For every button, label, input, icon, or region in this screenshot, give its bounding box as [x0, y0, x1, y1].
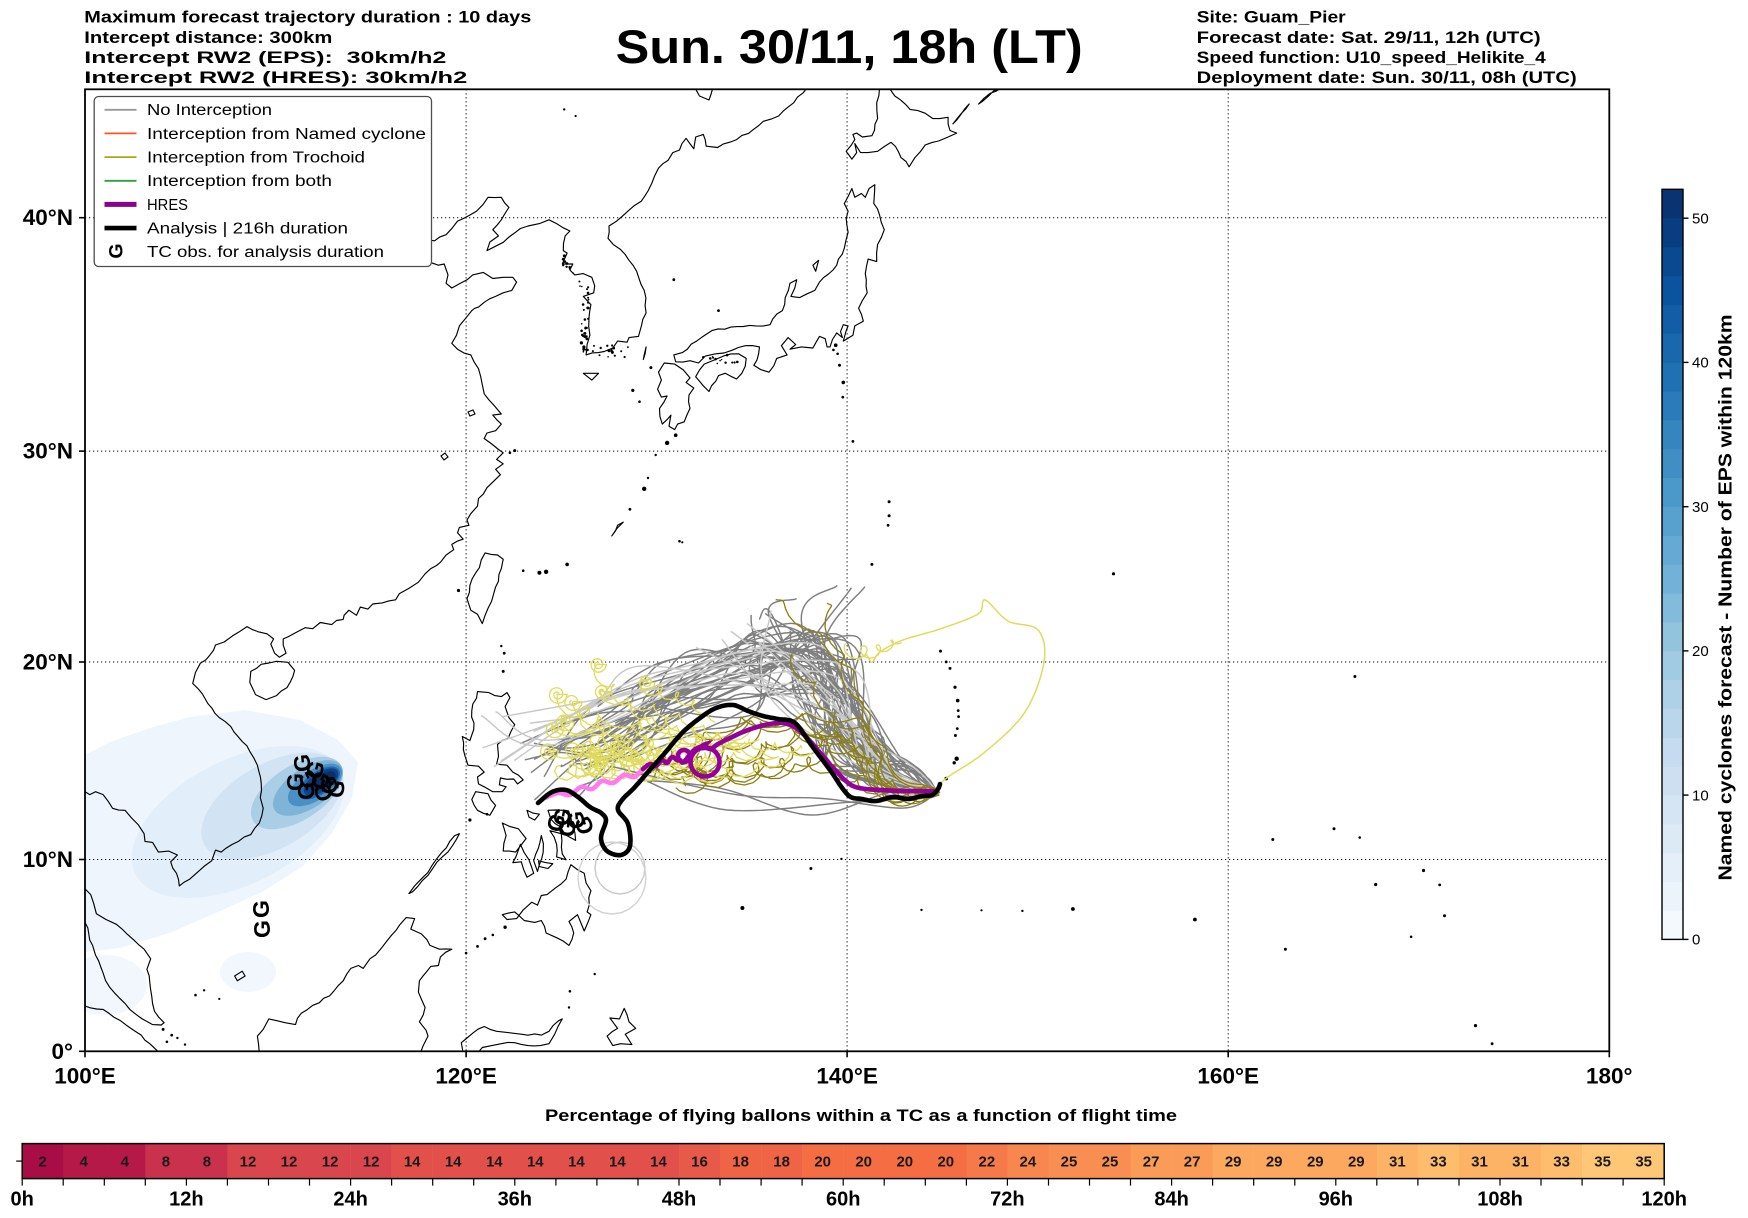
svg-text:31: 31 [1471, 1154, 1488, 1171]
svg-text:HRES: HRES [147, 197, 188, 214]
svg-text:33: 33 [1430, 1154, 1447, 1171]
svg-text:0: 0 [1692, 932, 1700, 949]
svg-text:40: 40 [1692, 355, 1709, 372]
svg-text:12: 12 [240, 1154, 257, 1171]
svg-text:Site: Guam_Pier: Site: Guam_Pier [1197, 8, 1346, 27]
svg-text:12: 12 [281, 1154, 298, 1171]
svg-text:20: 20 [937, 1154, 954, 1171]
svg-text:50: 50 [1692, 210, 1709, 227]
svg-text:31: 31 [1512, 1154, 1529, 1171]
svg-text:120h: 120h [1641, 1189, 1687, 1211]
svg-text:Sun. 30/11, 18h (LT): Sun. 30/11, 18h (LT) [616, 20, 1083, 73]
svg-text:Forecast date: Sat. 29/11, 12h: Forecast date: Sat. 29/11, 12h (UTC) [1197, 28, 1541, 47]
svg-text:18: 18 [773, 1154, 790, 1171]
svg-text:108h: 108h [1477, 1189, 1523, 1211]
svg-text:100°E: 100°E [54, 1064, 116, 1089]
svg-text:8: 8 [162, 1154, 170, 1171]
svg-text:14: 14 [445, 1154, 462, 1171]
svg-text:14: 14 [609, 1154, 626, 1171]
svg-text:14: 14 [486, 1154, 503, 1171]
svg-text:35: 35 [1594, 1154, 1611, 1171]
svg-text:Maximum forecast trajectory du: Maximum forecast trajectory duration : 1… [84, 8, 531, 27]
svg-text:G: G [248, 900, 274, 918]
svg-text:10: 10 [1692, 787, 1709, 804]
svg-text:20: 20 [814, 1154, 831, 1171]
svg-text:72h: 72h [990, 1189, 1024, 1211]
svg-text:22: 22 [979, 1154, 996, 1171]
svg-text:8: 8 [203, 1154, 211, 1171]
svg-text:30: 30 [1692, 499, 1709, 516]
svg-text:Speed function: U10_speed_Heli: Speed function: U10_speed_Helikite_4 [1197, 48, 1547, 67]
svg-text:G: G [322, 778, 351, 800]
svg-text:29: 29 [1266, 1154, 1283, 1171]
svg-text:0°: 0° [51, 1039, 73, 1064]
svg-text:12: 12 [363, 1154, 380, 1171]
svg-text:Interception from Trochoid: Interception from Trochoid [147, 150, 365, 167]
svg-text:G: G [106, 243, 128, 258]
svg-text:Intercept RW2 (HRES): 30km/h2: Intercept RW2 (HRES): 30km/h2 [84, 68, 467, 87]
svg-text:84h: 84h [1154, 1189, 1188, 1211]
svg-text:40°N: 40°N [23, 205, 73, 230]
svg-text:G: G [293, 782, 320, 801]
svg-text:14: 14 [650, 1154, 667, 1171]
svg-text:27: 27 [1143, 1154, 1160, 1171]
svg-text:180°: 180° [1586, 1064, 1633, 1089]
svg-text:G: G [315, 774, 344, 796]
svg-text:G: G [288, 753, 315, 773]
svg-text:Percentage of flying ballons w: Percentage of flying ballons within a TC… [545, 1106, 1177, 1125]
svg-text:Intercept RW2 (EPS): 30km/h2: Intercept RW2 (EPS): 30km/h2 [84, 48, 446, 67]
svg-text:14: 14 [404, 1154, 421, 1171]
svg-text:TC obs. for analysis duration: TC obs. for analysis duration [147, 244, 384, 261]
svg-text:29: 29 [1225, 1154, 1242, 1171]
svg-text:14: 14 [527, 1154, 544, 1171]
svg-text:20°N: 20°N [23, 650, 73, 675]
svg-text:Deployment date: Sun. 30/11, 0: Deployment date: Sun. 30/11, 08h (UTC) [1197, 68, 1577, 87]
svg-text:4: 4 [80, 1154, 89, 1171]
svg-text:Interception from Named cyclon: Interception from Named cyclone [147, 126, 426, 143]
svg-text:27: 27 [1184, 1154, 1201, 1171]
svg-text:35: 35 [1635, 1154, 1652, 1171]
svg-text:G: G [562, 810, 589, 830]
svg-text:25: 25 [1061, 1154, 1078, 1171]
svg-text:33: 33 [1553, 1154, 1570, 1171]
svg-text:Interception from both: Interception from both [147, 173, 332, 190]
svg-text:20: 20 [896, 1154, 913, 1171]
svg-text:0h: 0h [11, 1189, 34, 1211]
svg-text:2: 2 [39, 1154, 47, 1171]
svg-text:G: G [548, 806, 577, 828]
svg-text:120°E: 120°E [435, 1064, 497, 1089]
svg-text:18: 18 [732, 1154, 749, 1171]
svg-text:36h: 36h [498, 1189, 532, 1211]
svg-text:20: 20 [855, 1154, 872, 1171]
svg-text:29: 29 [1307, 1154, 1324, 1171]
svg-text:16: 16 [691, 1154, 708, 1171]
svg-text:12: 12 [322, 1154, 339, 1171]
svg-text:Analysis | 216h duration: Analysis | 216h duration [147, 221, 348, 238]
svg-text:60h: 60h [826, 1189, 860, 1211]
svg-text:12h: 12h [169, 1189, 203, 1211]
svg-text:20: 20 [1692, 643, 1709, 660]
svg-text:G: G [553, 818, 580, 838]
svg-text:48h: 48h [662, 1189, 696, 1211]
svg-text:96h: 96h [1319, 1189, 1353, 1211]
svg-text:G: G [282, 773, 308, 791]
svg-text:24: 24 [1020, 1154, 1037, 1171]
svg-text:30°N: 30°N [23, 439, 73, 464]
svg-text:G: G [249, 920, 275, 938]
svg-text:14: 14 [568, 1154, 585, 1171]
svg-text:No Interception: No Interception [147, 102, 272, 119]
svg-text:24h: 24h [333, 1189, 367, 1211]
svg-text:10°N: 10°N [23, 847, 73, 872]
svg-text:4: 4 [121, 1154, 130, 1171]
svg-text:Intercept distance: 300km: Intercept distance: 300km [84, 28, 332, 47]
svg-text:Named cyclones forecast - Numb: Named cyclones forecast - Number of EPS … [1716, 315, 1736, 881]
svg-text:25: 25 [1102, 1154, 1119, 1171]
svg-text:160°E: 160°E [1197, 1064, 1259, 1089]
svg-text:29: 29 [1348, 1154, 1365, 1171]
svg-text:31: 31 [1389, 1154, 1406, 1171]
svg-text:140°E: 140°E [816, 1064, 878, 1089]
